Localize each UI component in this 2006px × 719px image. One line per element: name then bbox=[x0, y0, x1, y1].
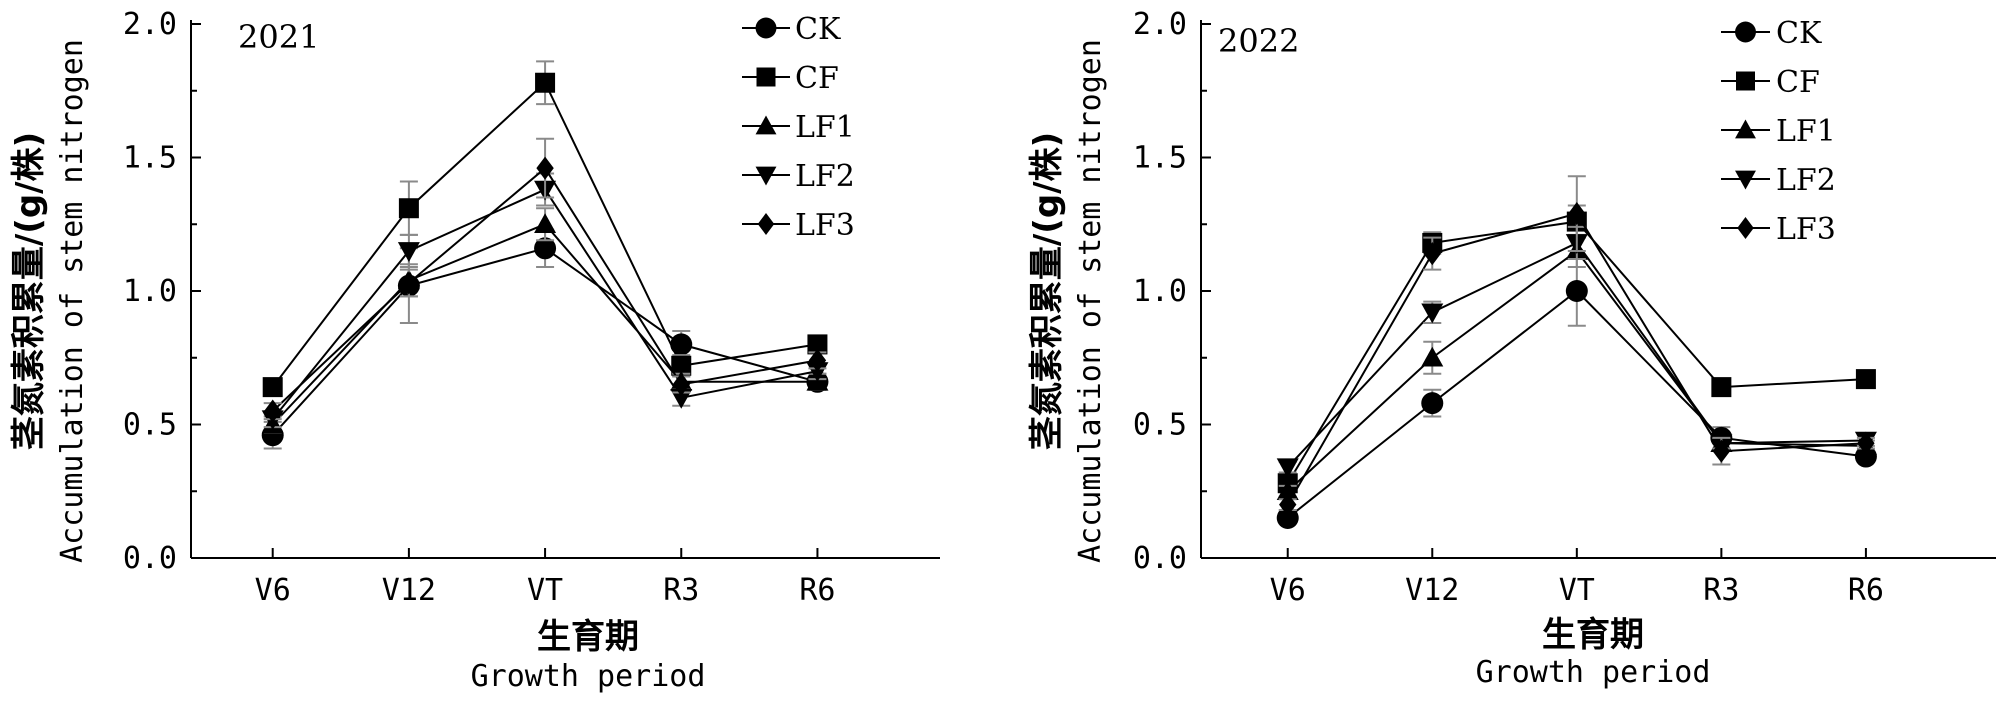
y-tick-label: 0.0 bbox=[1133, 541, 1187, 576]
data-point-LF3 bbox=[1423, 242, 1441, 266]
legend-marker-LF3 bbox=[757, 212, 775, 236]
legend-marker-LF2 bbox=[1735, 170, 1756, 190]
data-point-LF3 bbox=[400, 271, 418, 295]
data-point-LF3 bbox=[1857, 431, 1875, 455]
data-point-LF3 bbox=[264, 399, 282, 423]
x-tick-label: R6 bbox=[799, 573, 835, 608]
x-axis-title-cn: 生育期 bbox=[1542, 615, 1644, 655]
series-CF bbox=[262, 60, 828, 398]
legend-label-CK: CK bbox=[795, 12, 841, 47]
legend-marker-LF1 bbox=[1735, 119, 1756, 139]
x-tick-label: R6 bbox=[1848, 573, 1884, 608]
chart-panel-2021: 0.0 0.5 1.0 1.5 2.0 V6 V12 VT R3 R6 茎氮素积累量/(g/株) Ac… bbox=[9, 7, 940, 694]
data-point-LF3 bbox=[536, 156, 554, 180]
y-axis-title-cn: 茎氮素积累量/(g/株) bbox=[1027, 132, 1067, 450]
data-point-CF bbox=[807, 334, 828, 355]
x-tick-label: V6 bbox=[1270, 573, 1306, 608]
x-tick-label: VT bbox=[1559, 573, 1595, 608]
x-tick-label: V12 bbox=[382, 573, 436, 608]
data-point-CK bbox=[670, 333, 693, 356]
legend-label-LF2: LF2 bbox=[1776, 163, 1836, 198]
data-point-LF3 bbox=[672, 372, 690, 397]
x-tick-label: R3 bbox=[1703, 573, 1739, 608]
data-point-CF bbox=[262, 377, 283, 398]
legend-marker-LF3 bbox=[1737, 216, 1754, 240]
legend-label-LF1: LF1 bbox=[795, 110, 855, 145]
legend-label-CF: CF bbox=[1776, 65, 1820, 100]
chart-panel-2022: 0.0 0.5 1.0 1.5 2.0 V6 V12 VT R3 R6 茎氮素积累量/(g/株) Ac… bbox=[1027, 7, 1996, 690]
x-tick-label: VT bbox=[527, 573, 563, 608]
legend-marker-CK bbox=[755, 17, 777, 39]
legend-label-CK: CK bbox=[1776, 16, 1822, 51]
data-point-LF2 bbox=[806, 362, 829, 383]
data-point-LF2 bbox=[670, 389, 693, 409]
legend-label-LF2: LF2 bbox=[795, 159, 855, 194]
y-axis-title-cn: 茎氮素积累量/(g/株) bbox=[9, 132, 49, 450]
legend-label-LF1: LF1 bbox=[1776, 114, 1836, 149]
data-point-LF3 bbox=[808, 348, 827, 373]
panel-label: 2022 bbox=[1218, 22, 1299, 60]
x-axis-title-cn: 生育期 bbox=[537, 617, 639, 657]
y-tick-label: 1.5 bbox=[1133, 141, 1187, 176]
legend-marker-CF bbox=[756, 67, 776, 87]
data-point-CF bbox=[1711, 377, 1732, 398]
data-point-LF3 bbox=[1712, 439, 1731, 463]
data-point-CK bbox=[534, 237, 557, 260]
data-point-CF bbox=[671, 355, 692, 376]
series-CK bbox=[1276, 255, 1877, 529]
y-tick-label: 1.5 bbox=[123, 141, 177, 176]
legend-label-LF3: LF3 bbox=[795, 208, 855, 243]
y-tick-label: 0.5 bbox=[1133, 408, 1187, 443]
data-point-CK bbox=[1276, 506, 1299, 529]
data-point-CF bbox=[535, 72, 556, 93]
y-axis-title-en: Accumulation of stem nitrogen bbox=[55, 39, 90, 563]
legend-label-CF: CF bbox=[795, 61, 839, 96]
legend-marker-LF2 bbox=[755, 166, 777, 186]
data-point-LF2 bbox=[1421, 303, 1444, 324]
y-axis-title-en: Accumulation of stem nitrogen bbox=[1073, 39, 1108, 563]
data-point-LF3 bbox=[1568, 201, 1586, 226]
legend: CK CF LF1 LF2 LF3 bbox=[742, 12, 855, 243]
series-LF3 bbox=[263, 137, 827, 423]
series-CK bbox=[261, 228, 829, 450]
data-point-LF1 bbox=[1421, 346, 1444, 367]
legend-marker-LF1 bbox=[755, 115, 777, 135]
x-tick-label: V12 bbox=[1405, 573, 1459, 608]
legend-marker-CF bbox=[1736, 71, 1755, 91]
x-axis-title-en: Growth period bbox=[1476, 655, 1711, 690]
y-tick-label: 0.5 bbox=[123, 408, 177, 443]
y-tick-label: 0.0 bbox=[123, 541, 177, 576]
x-tick-label: R3 bbox=[663, 573, 699, 608]
y-tick-label: 2.0 bbox=[1133, 7, 1187, 42]
legend-label-LF3: LF3 bbox=[1776, 212, 1836, 247]
series-line-CK bbox=[271, 247, 818, 436]
data-point-CK bbox=[1421, 392, 1444, 415]
y-tick-label: 2.0 bbox=[123, 7, 177, 42]
data-point-CF bbox=[1855, 369, 1876, 390]
x-axis-title-en: Growth period bbox=[471, 659, 706, 694]
data-point-LF2 bbox=[397, 242, 420, 262]
panel-label: 2021 bbox=[238, 18, 319, 56]
data-point-CF bbox=[398, 198, 419, 219]
y-tick-label: 1.0 bbox=[1133, 274, 1187, 309]
data-point-CK bbox=[1565, 280, 1588, 302]
x-tick-label: V6 bbox=[255, 573, 291, 608]
y-tick-label: 1.0 bbox=[123, 274, 177, 309]
data-point-LF3 bbox=[1279, 493, 1297, 517]
legend-marker-CK bbox=[1735, 21, 1756, 43]
series-LF3 bbox=[1278, 175, 1875, 517]
data-point-LF2 bbox=[1276, 458, 1299, 479]
data-point-LF1 bbox=[534, 213, 557, 234]
legend: CK CF LF1 LF2 LF3 bbox=[1721, 16, 1836, 247]
